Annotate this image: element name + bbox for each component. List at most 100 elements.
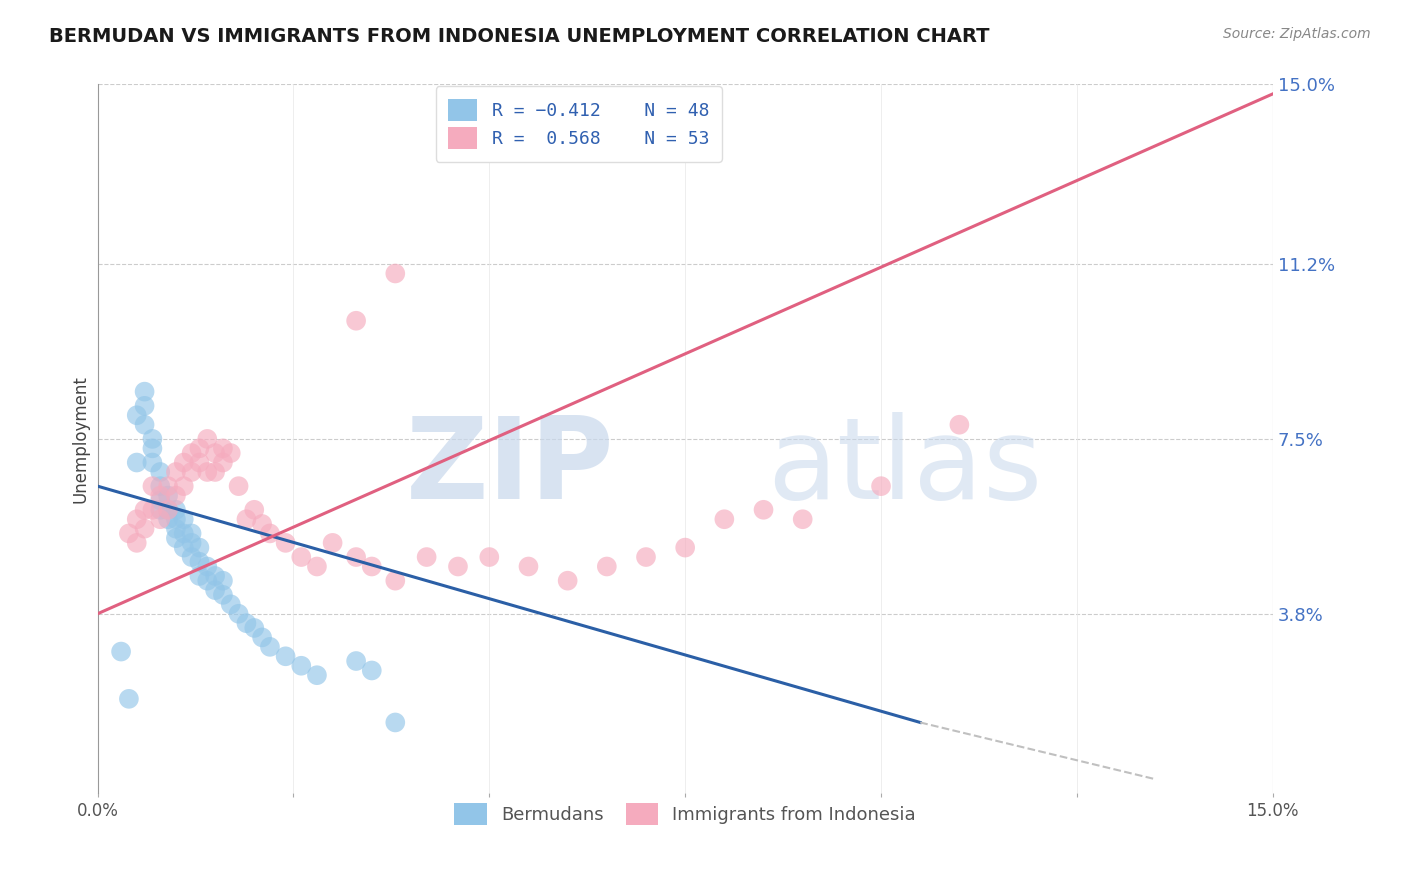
Point	[180, 536, 202, 550]
Point	[384, 715, 406, 730]
Point	[204, 583, 226, 598]
Point	[344, 654, 367, 668]
Point	[134, 503, 156, 517]
Point	[157, 512, 180, 526]
Point	[219, 446, 242, 460]
Point	[180, 465, 202, 479]
Point	[165, 489, 187, 503]
Point	[173, 479, 195, 493]
Point	[517, 559, 540, 574]
Point	[165, 503, 187, 517]
Point	[165, 465, 187, 479]
Point	[219, 597, 242, 611]
Point	[195, 559, 218, 574]
Point	[141, 456, 163, 470]
Point	[157, 503, 180, 517]
Point	[212, 442, 235, 456]
Point	[259, 526, 281, 541]
Point	[118, 526, 141, 541]
Point	[235, 512, 257, 526]
Point	[149, 489, 172, 503]
Point	[134, 384, 156, 399]
Point	[125, 512, 148, 526]
Point	[204, 569, 226, 583]
Point	[274, 649, 297, 664]
Point	[157, 479, 180, 493]
Point	[188, 569, 211, 583]
Point	[195, 465, 218, 479]
Point	[110, 644, 132, 658]
Point	[360, 559, 382, 574]
Point	[157, 503, 180, 517]
Point	[125, 536, 148, 550]
Point	[118, 691, 141, 706]
Point	[322, 536, 344, 550]
Point	[290, 549, 312, 564]
Point	[673, 541, 696, 555]
Point	[141, 432, 163, 446]
Point	[149, 493, 172, 508]
Point	[188, 555, 211, 569]
Legend: Bermudans, Immigrants from Indonesia: Bermudans, Immigrants from Indonesia	[446, 794, 925, 834]
Point	[447, 559, 470, 574]
Point	[305, 668, 328, 682]
Point	[195, 432, 218, 446]
Point	[360, 664, 382, 678]
Point	[195, 574, 218, 588]
Point	[870, 479, 893, 493]
Point	[173, 526, 195, 541]
Point	[149, 512, 172, 526]
Point	[180, 446, 202, 460]
Point	[948, 417, 970, 432]
Point	[165, 531, 187, 545]
Point	[204, 465, 226, 479]
Point	[180, 526, 202, 541]
Point	[634, 549, 657, 564]
Point	[212, 574, 235, 588]
Point	[713, 512, 735, 526]
Point	[478, 549, 501, 564]
Point	[141, 479, 163, 493]
Point	[344, 314, 367, 328]
Point	[243, 503, 266, 517]
Point	[204, 446, 226, 460]
Text: Source: ZipAtlas.com: Source: ZipAtlas.com	[1223, 27, 1371, 41]
Point	[180, 549, 202, 564]
Text: BERMUDAN VS IMMIGRANTS FROM INDONESIA UNEMPLOYMENT CORRELATION CHART: BERMUDAN VS IMMIGRANTS FROM INDONESIA UN…	[49, 27, 990, 45]
Y-axis label: Unemployment: Unemployment	[72, 375, 89, 503]
Point	[228, 479, 250, 493]
Point	[134, 417, 156, 432]
Point	[250, 631, 273, 645]
Point	[134, 522, 156, 536]
Point	[188, 541, 211, 555]
Point	[173, 456, 195, 470]
Text: ZIP: ZIP	[406, 412, 614, 523]
Point	[235, 616, 257, 631]
Point	[149, 503, 172, 517]
Point	[149, 465, 172, 479]
Point	[125, 409, 148, 423]
Text: atlas: atlas	[768, 412, 1043, 523]
Point	[250, 516, 273, 531]
Point	[557, 574, 579, 588]
Point	[212, 588, 235, 602]
Point	[384, 574, 406, 588]
Point	[243, 621, 266, 635]
Point	[188, 456, 211, 470]
Point	[752, 503, 775, 517]
Point	[344, 549, 367, 564]
Point	[165, 512, 187, 526]
Point	[141, 442, 163, 456]
Point	[125, 456, 148, 470]
Point	[173, 541, 195, 555]
Point	[415, 549, 437, 564]
Point	[792, 512, 814, 526]
Point	[141, 503, 163, 517]
Point	[212, 456, 235, 470]
Point	[173, 512, 195, 526]
Point	[165, 522, 187, 536]
Point	[259, 640, 281, 654]
Point	[188, 442, 211, 456]
Point	[157, 489, 180, 503]
Point	[274, 536, 297, 550]
